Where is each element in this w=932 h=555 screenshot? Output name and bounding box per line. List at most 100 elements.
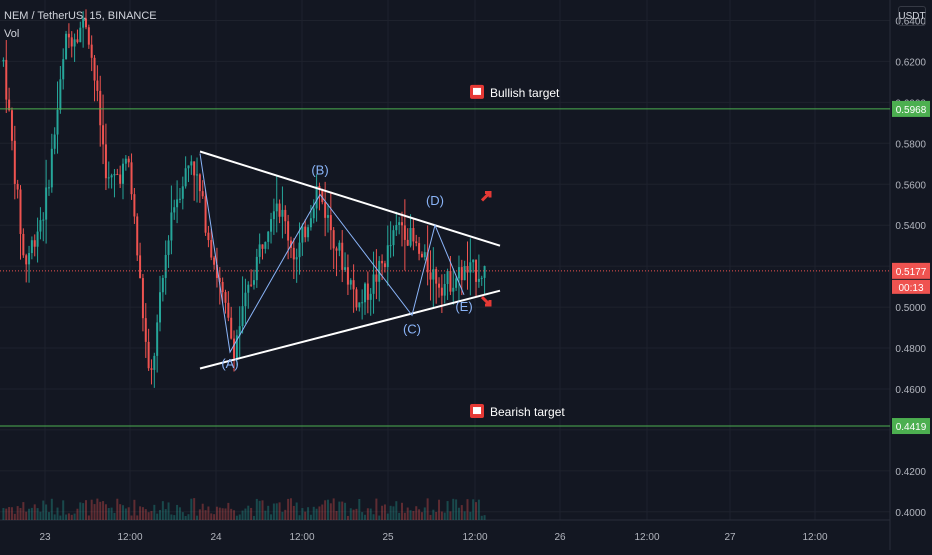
x-tick-label: 12:00 — [462, 532, 487, 543]
volume-bar — [193, 498, 196, 520]
volume-bar — [369, 508, 372, 520]
y-tick-label: 0.4200 — [895, 467, 926, 478]
volume-bar — [104, 504, 107, 520]
volume-bar — [329, 503, 332, 520]
volume-bar — [272, 503, 275, 520]
candle-body — [104, 144, 107, 179]
volume-bar — [344, 502, 347, 520]
volume-bar — [401, 502, 404, 520]
candle-body — [329, 215, 332, 231]
volume-bar — [147, 512, 150, 520]
candle-body — [36, 231, 39, 247]
candle-body — [173, 207, 176, 213]
candle-body — [241, 306, 244, 327]
candle-body — [301, 226, 304, 243]
volume-bar — [190, 498, 193, 520]
indicator-label: Vol — [4, 28, 20, 40]
candle-body — [73, 39, 76, 47]
candle-body — [446, 270, 449, 284]
x-tick-label: 23 — [39, 532, 51, 543]
wave-label: (B) — [311, 162, 328, 177]
candle-body — [466, 266, 469, 273]
candle-body — [287, 221, 290, 241]
flag-icon-cloth — [473, 407, 481, 415]
candle-body — [324, 202, 327, 218]
volume-bar — [93, 504, 96, 520]
volume-bar — [284, 509, 287, 520]
candle-body — [420, 253, 423, 258]
volume-bar — [102, 501, 105, 520]
volume-bar — [50, 498, 53, 520]
candle-body — [284, 209, 287, 222]
candle-body — [438, 283, 441, 288]
candle-body — [164, 254, 167, 278]
candle-body — [167, 240, 170, 255]
y-tick-label: 0.5400 — [895, 221, 926, 232]
candle-body — [224, 292, 227, 303]
volume-bar — [281, 511, 284, 520]
volume-bar — [252, 515, 255, 520]
volume-bar — [13, 513, 16, 520]
candle-body — [178, 198, 181, 200]
volume-bar — [295, 502, 298, 520]
volume-bar — [480, 515, 483, 520]
volume-bar — [321, 504, 324, 520]
candle-body — [460, 267, 463, 281]
level-price-badge-text: 0.4419 — [896, 422, 927, 433]
volume-bar — [364, 514, 366, 520]
candle-body — [281, 209, 284, 217]
candle-body — [415, 241, 418, 244]
countdown-badge — [892, 279, 930, 294]
volume-bar — [230, 508, 233, 520]
candle-body — [418, 243, 421, 254]
candle-body — [59, 79, 62, 110]
candle-body — [176, 199, 179, 208]
candle-body — [122, 163, 124, 184]
volume-bar — [238, 514, 241, 520]
volume-bar — [449, 511, 452, 520]
volume-bar — [395, 501, 398, 520]
volume-bar — [62, 500, 65, 520]
candle-body — [67, 33, 70, 38]
currency-button[interactable]: USDT — [898, 6, 926, 26]
volume-bar — [398, 512, 401, 520]
volume-bar — [287, 498, 290, 520]
candle-body — [457, 267, 460, 279]
candle-body — [187, 165, 190, 169]
volume-bar — [244, 508, 247, 520]
x-tick-label: 12:00 — [117, 532, 142, 543]
candle-body — [230, 317, 233, 339]
candle-body — [153, 355, 156, 370]
x-tick-label: 24 — [210, 532, 222, 543]
volume-bar — [116, 498, 119, 520]
candle-body — [449, 270, 452, 292]
volume-bar — [33, 504, 36, 520]
candle-body — [318, 185, 321, 190]
candle-body — [50, 148, 53, 188]
volume-bar — [30, 507, 33, 520]
candle-body — [213, 257, 216, 265]
volume-bar — [36, 508, 39, 520]
level-price-badge — [892, 100, 930, 117]
candle-body — [355, 289, 358, 308]
volume-bar — [483, 515, 486, 520]
bearish-arrow-icon — [480, 295, 492, 307]
candle-body — [278, 203, 281, 217]
candle-body — [190, 161, 193, 166]
candle-body — [366, 283, 369, 300]
candle-body — [210, 240, 213, 258]
volume-bar — [423, 507, 426, 520]
target-label: Bullish target — [490, 86, 560, 100]
volume-bar — [332, 498, 335, 520]
candle-body — [136, 216, 139, 256]
volume-bar — [124, 508, 127, 520]
candle-body — [398, 222, 401, 226]
volume-bar — [139, 506, 142, 520]
volume-bar — [84, 500, 87, 520]
volume-bar — [452, 498, 455, 520]
volume-bar — [429, 514, 432, 520]
volume-bar — [221, 508, 224, 520]
volume-bar — [255, 498, 258, 520]
